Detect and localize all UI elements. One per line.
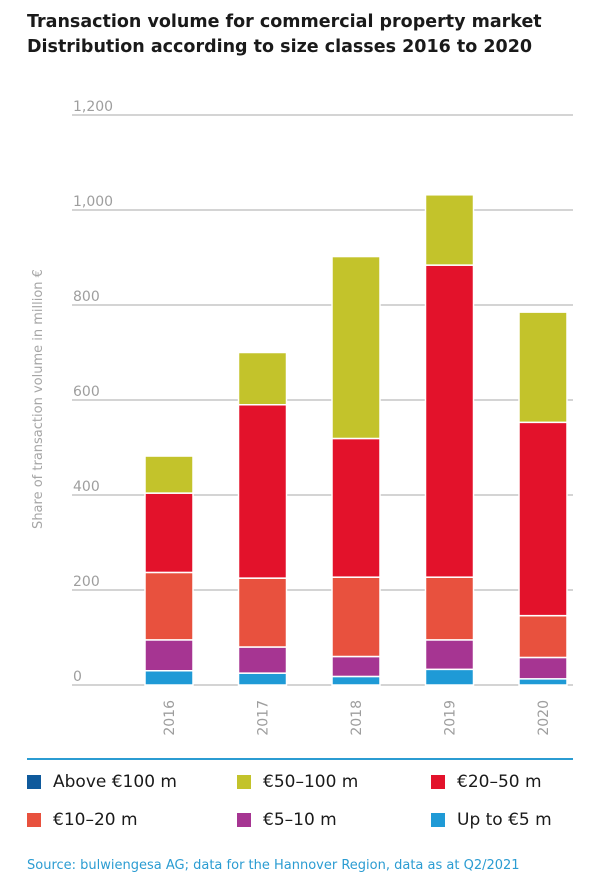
legend-swatch	[431, 813, 445, 827]
legend-swatch	[27, 775, 41, 789]
bar-segment	[331, 675, 381, 686]
y-tick-label: 1,200	[73, 99, 113, 115]
bar-segment	[331, 437, 381, 578]
legend-label: Up to €5 m	[457, 810, 552, 830]
chart-title: Transaction volume for commercial proper…	[27, 12, 542, 32]
chart-title-block: Transaction volume for commercial proper…	[27, 10, 582, 60]
legend-swatch	[237, 775, 251, 789]
y-tick-label: 400	[73, 479, 100, 495]
legend-item: €50–100 m	[237, 772, 358, 792]
y-tick-label: 200	[73, 574, 100, 590]
legend-label: €20–50 m	[457, 772, 542, 792]
bars	[144, 194, 568, 686]
y-tick-label: 0	[73, 669, 82, 685]
legend-item: €20–50 m	[431, 772, 542, 792]
y-tick-labels: 0 200 400 600 800 1,000 1,200	[73, 99, 113, 685]
bar-segment	[237, 646, 288, 674]
legend-swatch	[27, 813, 41, 827]
bar-segment	[518, 656, 568, 680]
bar-segment	[144, 571, 194, 641]
x-tick-label: 2018	[349, 700, 365, 736]
stacked-bar-chart: 0 200 400 600 800 1,000 1,200 2016 2017 2018 2019…	[31, 99, 573, 736]
x-tick-label: 2020	[536, 700, 552, 736]
bar-segment	[424, 264, 475, 578]
bar-segment	[331, 655, 381, 678]
legend-label: Above €100 m	[53, 772, 177, 792]
bar-segment	[144, 492, 194, 574]
bar-segment	[518, 614, 568, 659]
legend-item: €5–10 m	[237, 810, 337, 830]
x-tick-label: 2017	[256, 700, 272, 736]
bar-segment	[237, 351, 288, 406]
y-tick-label: 600	[73, 384, 100, 400]
y-axis-label: Share of transaction volume in million €	[31, 269, 46, 529]
bar-segment	[424, 194, 475, 266]
bar-segment	[331, 576, 381, 658]
legend-label: €10–20 m	[53, 810, 138, 830]
y-tick-label: 800	[73, 289, 100, 305]
legend-item: Above €100 m	[27, 772, 177, 792]
legend-item: Up to €5 m	[431, 810, 552, 830]
legend-label: €5–10 m	[263, 810, 337, 830]
bar-segment	[518, 678, 568, 686]
bar-segment	[331, 255, 381, 440]
bar-segment	[424, 576, 475, 641]
bar-segment	[144, 670, 194, 686]
bar-segment	[144, 639, 194, 672]
legend-item: €10–20 m	[27, 810, 138, 830]
bar-segment	[237, 577, 288, 648]
bar-segment	[518, 421, 568, 617]
bar-segment	[424, 668, 475, 686]
chart-subtitle: Distribution according to size classes 2…	[27, 37, 533, 57]
legend-separator	[27, 758, 573, 760]
bar-segment	[237, 672, 288, 686]
x-tick-label: 2019	[443, 700, 459, 736]
bar-segment	[237, 404, 288, 579]
bar-segment	[424, 639, 475, 671]
y-tick-label: 1,000	[73, 194, 113, 210]
x-tick-labels: 2016 2017 2018 2019 2020	[162, 700, 552, 736]
bar-segment	[518, 311, 568, 424]
legend-swatch	[237, 813, 251, 827]
x-tick-label: 2016	[162, 700, 178, 736]
bar-segment	[144, 455, 194, 494]
legend-label: €50–100 m	[263, 772, 359, 792]
legend-swatch	[431, 775, 445, 789]
source-note: Source: bulwiengesa AG; data for the Han…	[27, 858, 520, 873]
